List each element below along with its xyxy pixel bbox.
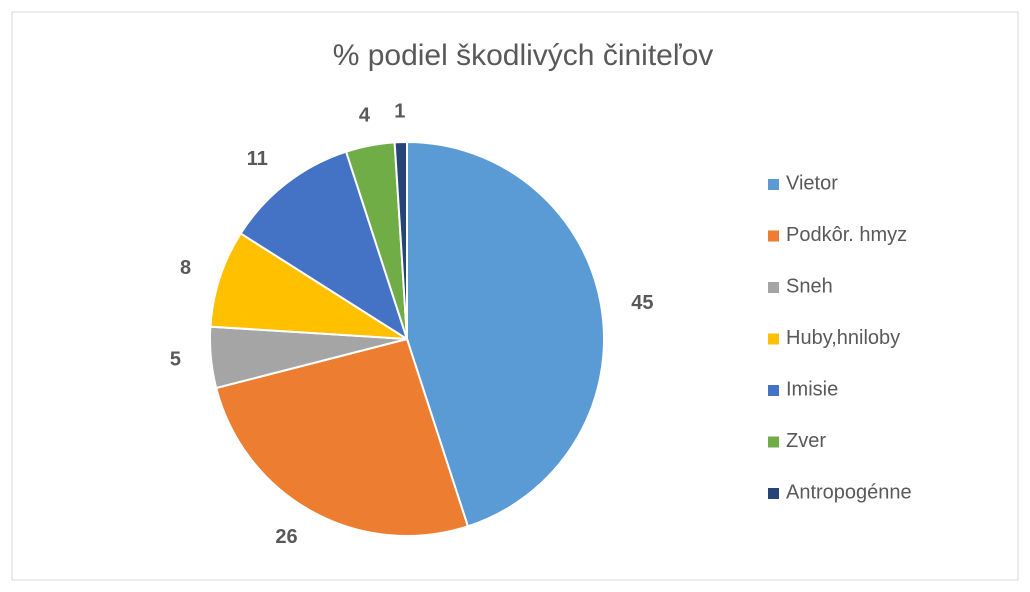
legend-label: Podkôr. hmyz <box>786 224 907 246</box>
legend-swatch <box>768 333 779 345</box>
data-label: 4 <box>359 104 371 126</box>
data-label: 26 <box>275 526 297 548</box>
legend-swatch <box>768 179 779 190</box>
data-label: 8 <box>180 257 191 279</box>
legend-label: Vietor <box>786 172 838 194</box>
pie-slice <box>406 140 605 528</box>
legend-swatch <box>768 230 779 242</box>
pie-slice <box>214 337 470 537</box>
legend-label: Zver <box>786 430 826 452</box>
data-label: 45 <box>631 292 653 314</box>
data-label: 5 <box>170 349 181 371</box>
chart-title: % podiel škodlivých činiteľov <box>333 39 714 72</box>
legend-label: Sneh <box>786 275 833 297</box>
legend-label: Imisie <box>786 378 838 400</box>
legend-swatch <box>768 436 779 448</box>
legend-label: Antropogénne <box>786 481 912 503</box>
pie-slice <box>209 232 408 340</box>
pie-slice <box>239 150 409 342</box>
legend-swatch <box>768 385 779 396</box>
legend-swatch <box>768 282 779 293</box>
legend-label: Huby,hniloby <box>786 327 900 349</box>
data-label: 11 <box>247 148 268 170</box>
data-label: 1 <box>394 100 405 122</box>
pie-slice <box>393 140 408 340</box>
legend-swatch <box>768 488 779 499</box>
